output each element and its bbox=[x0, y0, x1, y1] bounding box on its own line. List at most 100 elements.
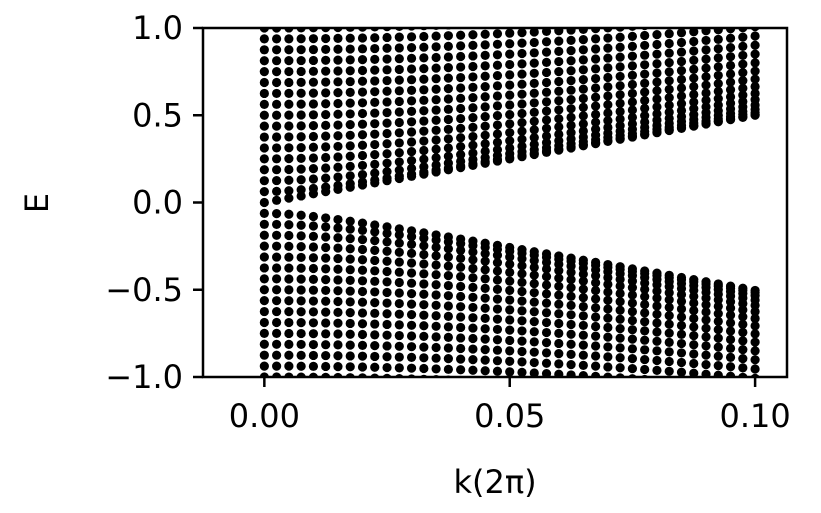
data-point bbox=[480, 345, 490, 355]
data-point bbox=[382, 406, 391, 415]
data-point bbox=[345, 98, 355, 108]
data-point bbox=[640, 335, 650, 345]
data-point bbox=[566, 370, 576, 377]
data-point bbox=[676, 304, 687, 314]
data-point bbox=[640, 385, 649, 394]
data-point bbox=[665, 0, 674, 8]
data-point bbox=[701, 16, 710, 25]
data-point bbox=[541, 37, 552, 47]
data-point bbox=[529, 68, 539, 78]
data-point bbox=[370, 97, 380, 107]
data-point bbox=[713, 28, 723, 35]
data-point bbox=[616, 12, 625, 21]
data-point bbox=[492, 137, 503, 147]
data-point bbox=[541, 264, 552, 274]
data-point bbox=[259, 121, 269, 131]
data-point bbox=[640, 30, 650, 41]
data-point bbox=[394, 32, 404, 42]
data-point bbox=[579, 4, 588, 13]
data-point bbox=[517, 277, 527, 287]
data-point bbox=[615, 333, 625, 343]
data-point bbox=[431, 342, 441, 353]
data-point bbox=[456, 397, 465, 406]
data-point bbox=[725, 297, 736, 307]
data-point bbox=[382, 139, 392, 149]
data-point bbox=[640, 95, 650, 106]
data-point bbox=[603, 287, 613, 297]
data-point bbox=[272, 350, 282, 360]
data-point bbox=[480, 40, 490, 50]
data-point bbox=[725, 60, 736, 71]
data-point bbox=[272, 274, 282, 284]
data-point bbox=[676, 348, 687, 358]
data-point bbox=[284, 34, 294, 44]
data-point bbox=[578, 65, 588, 75]
data-point bbox=[394, 64, 404, 75]
data-point bbox=[541, 131, 552, 141]
data-point bbox=[406, 85, 417, 95]
data-point bbox=[272, 99, 282, 109]
data-point bbox=[517, 118, 527, 128]
data-point bbox=[615, 42, 625, 52]
data-point bbox=[529, 357, 539, 368]
data-point bbox=[308, 55, 319, 66]
data-point bbox=[628, 405, 637, 414]
data-point bbox=[505, 346, 515, 356]
data-point bbox=[640, 87, 650, 97]
data-point bbox=[566, 45, 576, 56]
data-point bbox=[541, 97, 552, 107]
data-point bbox=[333, 152, 343, 162]
data-point bbox=[333, 88, 343, 98]
data-point bbox=[615, 323, 625, 334]
data-point bbox=[394, 267, 404, 277]
data-point bbox=[296, 185, 306, 195]
data-point bbox=[345, 286, 355, 296]
data-point bbox=[750, 346, 760, 356]
data-point bbox=[603, 13, 612, 22]
data-point bbox=[713, 316, 723, 326]
data-point bbox=[492, 345, 503, 355]
data-point bbox=[566, 381, 575, 390]
data-point bbox=[493, 0, 502, 6]
data-point bbox=[308, 164, 319, 174]
data-point bbox=[713, 53, 723, 63]
data-point bbox=[676, 37, 687, 48]
data-point bbox=[345, 151, 355, 161]
data-point bbox=[259, 154, 269, 164]
data-point bbox=[492, 356, 503, 366]
data-point bbox=[333, 384, 342, 393]
data-point bbox=[468, 131, 478, 142]
data-point bbox=[431, 63, 441, 73]
data-point bbox=[628, 415, 637, 424]
data-point bbox=[492, 294, 503, 304]
data-point bbox=[701, 300, 711, 310]
data-point bbox=[640, 111, 650, 121]
data-point bbox=[689, 64, 699, 74]
data-point bbox=[492, 335, 503, 345]
data-point bbox=[529, 107, 539, 117]
data-point bbox=[493, 19, 502, 28]
data-point bbox=[382, 266, 392, 277]
data-point bbox=[627, 97, 638, 107]
data-point bbox=[591, 321, 601, 332]
data-point bbox=[382, 54, 392, 64]
data-point bbox=[579, 381, 588, 390]
data-point bbox=[431, 353, 441, 363]
data-point bbox=[370, 76, 380, 86]
data-point bbox=[345, 216, 355, 226]
data-point bbox=[591, 403, 600, 412]
data-point bbox=[578, 330, 588, 340]
data-point bbox=[713, 370, 723, 377]
data-point bbox=[652, 301, 662, 311]
data-point bbox=[259, 241, 269, 251]
data-point bbox=[615, 52, 625, 62]
data-point bbox=[554, 114, 564, 124]
data-point bbox=[468, 0, 477, 7]
data-point bbox=[321, 12, 330, 21]
data-point bbox=[713, 100, 723, 110]
data-point bbox=[603, 403, 612, 412]
data-point bbox=[394, 86, 404, 96]
data-point bbox=[357, 65, 368, 76]
data-point bbox=[713, 301, 723, 311]
data-point bbox=[603, 393, 612, 402]
